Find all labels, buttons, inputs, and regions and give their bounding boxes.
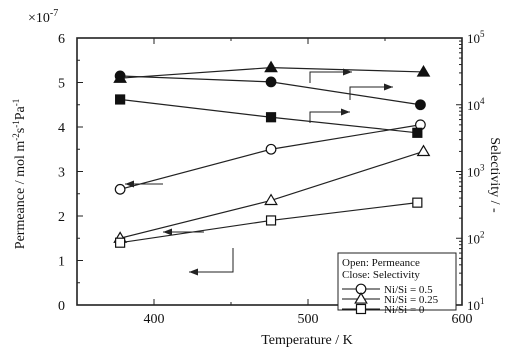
y-tick-label: 2: [58, 210, 65, 225]
y2-tick-label: 105: [467, 29, 485, 46]
arrow-to-right-axis: [309, 71, 352, 83]
data-point-square-closed: [115, 94, 126, 105]
y-tick-label: 5: [58, 77, 65, 92]
data-point-triangle-closed: [264, 60, 278, 73]
y-tick-label: 6: [58, 32, 65, 47]
y-tick-label: 1: [58, 255, 65, 270]
legend-marker-triangle: [354, 292, 368, 304]
legend-note-open: Open: Permeance: [342, 257, 420, 269]
arrow-to-right-axis: [349, 86, 393, 100]
legend-note-close: Close: Selectivity: [342, 269, 420, 281]
labels-layer: ×10-7 Temperature / K Selectivity / - Pe…: [11, 8, 502, 348]
y2-axis-label: Selectivity / -: [487, 137, 502, 213]
x-tick-label: 400: [144, 312, 165, 327]
series-layer: [113, 60, 431, 248]
data-point-square-open: [265, 215, 277, 226]
y2-tick-label: 104: [467, 96, 485, 113]
legend-label: Ni/Si = 0: [384, 304, 425, 316]
y-tick-label: 4: [58, 121, 65, 136]
y-axis-multiplier: ×10-7: [28, 8, 58, 26]
arrow-to-right-axis: [309, 111, 350, 123]
y-tick-label: 0: [58, 299, 65, 314]
arrow-to-left-axis: [189, 248, 234, 273]
y-tick-label: 3: [58, 166, 65, 181]
data-point-circle-open: [114, 183, 126, 195]
x-axis-label: Temperature / K: [261, 333, 353, 348]
legend-label: Ni/Si = 0.25: [384, 294, 439, 306]
axis-indicator-arrows: [125, 68, 393, 276]
data-point-square-closed: [265, 112, 277, 123]
arrow-head: [384, 83, 393, 91]
y2-tick-label: 102: [467, 229, 485, 246]
series-line-circle-open: [119, 124, 421, 190]
axes-layer: 400 500 600 0 1 2 3 4 5 6 101 102 103 104 105: [58, 29, 485, 327]
data-point-square-open: [115, 237, 126, 248]
arrow-head: [163, 228, 172, 236]
arrow-head: [341, 108, 350, 116]
y-axis-label: Permeance / mol m-2s-1Pa-1: [11, 99, 28, 249]
data-point-circle-closed: [415, 99, 426, 111]
arrow-head: [189, 268, 198, 276]
data-point-triangle-open: [264, 193, 278, 206]
y2-tick-label: 101: [467, 296, 485, 313]
data-point-circle-closed: [265, 76, 277, 88]
data-point-square-closed: [412, 127, 423, 138]
data-point-triangle-closed: [113, 71, 127, 83]
data-point-circle-open: [265, 143, 277, 155]
x-tick-label: 600: [452, 312, 473, 327]
data-point-square-open: [412, 197, 423, 208]
data-point-triangle-closed: [416, 64, 431, 77]
legend-label: Ni/Si = 0.5: [384, 284, 433, 296]
y2-tick-label: 103: [467, 163, 485, 180]
legend-marker-square: [355, 303, 367, 315]
legend: Open: Permeance Close: Selectivity Ni/Si…: [337, 252, 457, 316]
x-tick-label: 500: [298, 312, 319, 327]
data-point-triangle-open: [416, 144, 431, 157]
